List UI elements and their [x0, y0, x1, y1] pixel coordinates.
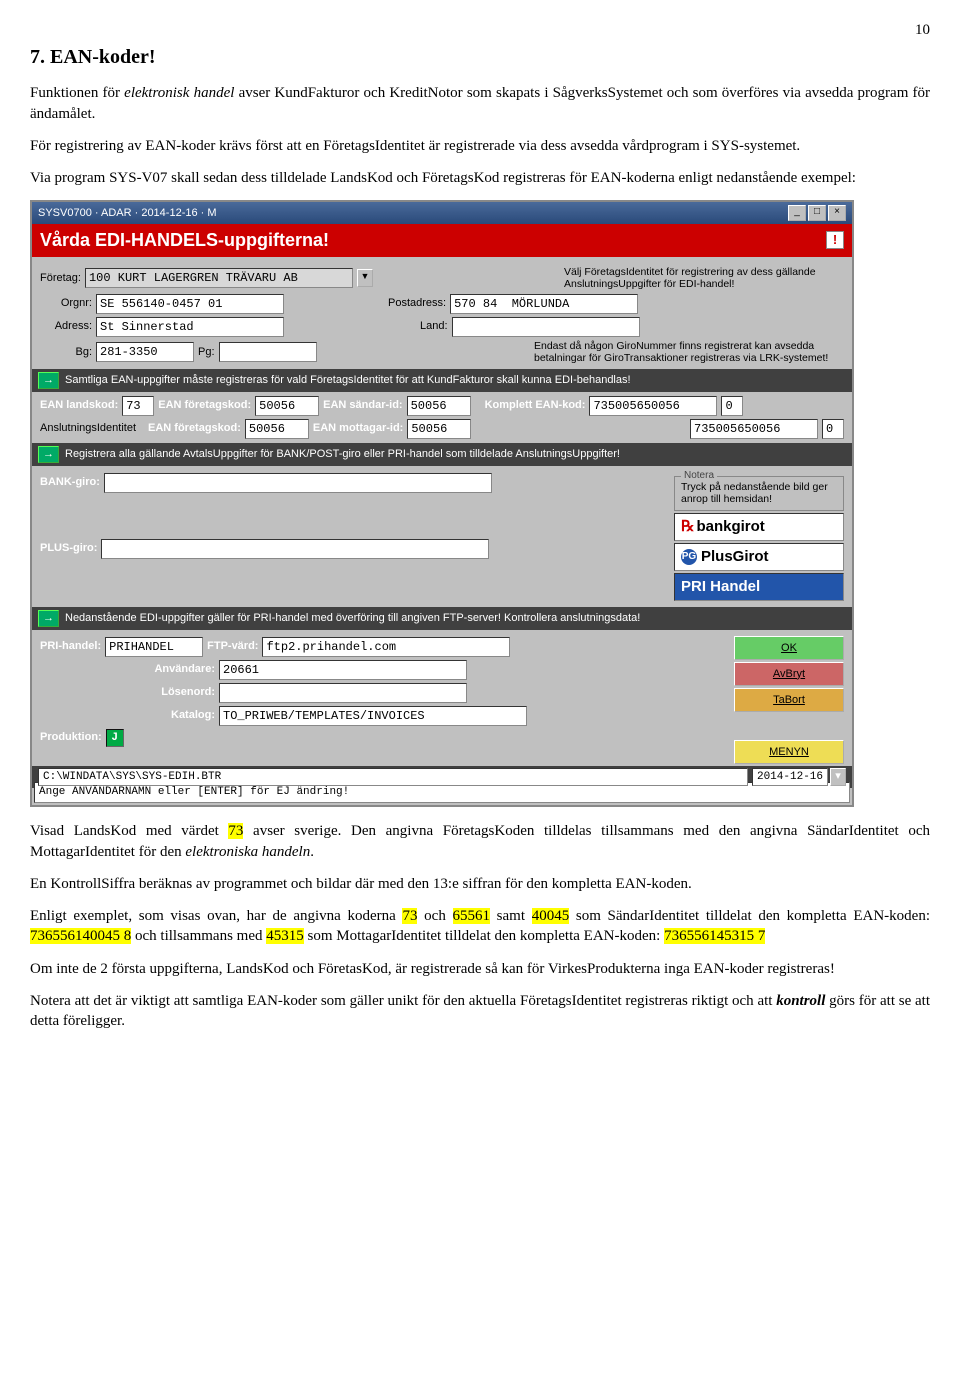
- prihandel-logo[interactable]: PRI Handel: [674, 573, 844, 601]
- orgnr-label: Orgnr:: [40, 296, 92, 311]
- note-giro: Endast då någon GiroNummer finns registr…: [534, 340, 844, 365]
- los-label: Lösenord:: [40, 685, 215, 700]
- produktion-field[interactable]: J: [106, 729, 124, 747]
- banner: Vårda EDI-HANDELS-uppgifterna!!: [32, 224, 852, 256]
- adress-label: Adress:: [40, 319, 92, 334]
- para-4: Visad LandsKod med värdet 73 avser sveri…: [30, 821, 930, 862]
- bankgiro-field[interactable]: [104, 473, 492, 493]
- land-label: Land:: [420, 319, 448, 334]
- para-8: Notera att det är viktigt att samtliga E…: [30, 991, 930, 1032]
- bg-field[interactable]: [96, 342, 194, 362]
- note-foretag: Välj FöretagsIdentitet för registrering …: [564, 266, 844, 291]
- alert-icon[interactable]: !: [826, 231, 844, 249]
- ean-mot-label: EAN mottagar-id:: [313, 421, 403, 436]
- para-7: Om inte de 2 första uppgifterna, LandsKo…: [30, 959, 930, 979]
- post-label: Postadress:: [388, 296, 446, 311]
- page-number: 10: [30, 20, 930, 40]
- ean-foretag-field[interactable]: [255, 396, 319, 416]
- tabort-button[interactable]: TaBort: [734, 688, 844, 712]
- app-window: SYSV0700 · ADAR · 2014-12-16 · M _ □ × V…: [30, 200, 854, 807]
- katalog-field[interactable]: [219, 706, 527, 726]
- ok-button[interactable]: OK: [734, 636, 844, 660]
- foretag-label: Företag:: [40, 271, 81, 286]
- pg-field[interactable]: [219, 342, 317, 362]
- minimize-icon[interactable]: _: [788, 205, 806, 221]
- bankgirot-logo[interactable]: ℞bankgirot: [674, 513, 844, 541]
- anv-label: Användare:: [40, 662, 215, 677]
- para-5: En KontrollSiffra beräknas av programmet…: [30, 874, 930, 894]
- pg-label: Pg:: [198, 345, 215, 360]
- avbryt-button[interactable]: AvBryt: [734, 662, 844, 686]
- post-field[interactable]: [450, 294, 638, 314]
- maximize-icon[interactable]: □: [808, 205, 826, 221]
- para-3: Via program SYS-V07 skall sedan dess til…: [30, 168, 930, 188]
- dropdown-icon[interactable]: ▼: [357, 269, 373, 287]
- losenord-field[interactable]: [219, 683, 467, 703]
- section-pri: → Nedanstående EDI-uppgifter gäller för …: [32, 607, 852, 630]
- land-field[interactable]: [452, 317, 640, 337]
- ean-for-label: EAN företagskod:: [158, 398, 251, 413]
- close-icon[interactable]: ×: [828, 205, 846, 221]
- ean-mottagar-field[interactable]: [407, 419, 471, 439]
- para-2: För registrering av EAN-koder krävs förs…: [30, 136, 930, 156]
- ean-foretag2-field[interactable]: [245, 419, 309, 439]
- komplett-ean-field[interactable]: [589, 396, 717, 416]
- ftp-field[interactable]: [262, 637, 510, 657]
- foretag-field[interactable]: [85, 268, 353, 288]
- anvandare-field[interactable]: [219, 660, 467, 680]
- titlebar[interactable]: SYSV0700 · ADAR · 2014-12-16 · M _ □ ×: [32, 202, 852, 224]
- prod-label: Produktion:: [40, 730, 102, 745]
- para-6: Enligt exemplet, som visas ovan, har de …: [30, 906, 930, 947]
- komplett-label: Komplett EAN-kod:: [485, 398, 586, 413]
- section-ean: → Samtliga EAN-uppgifter måste registrer…: [32, 369, 852, 392]
- plus-label: PLUS-giro:: [40, 541, 97, 556]
- status-date: 2014-12-16: [752, 768, 828, 787]
- arrow-icon: →: [38, 446, 59, 463]
- prihandel-field[interactable]: [105, 637, 203, 657]
- scroll-down-icon[interactable]: ▾: [830, 768, 846, 787]
- anslut-label: AnslutningsIdentitet: [40, 421, 144, 436]
- ean-sandar-field[interactable]: [407, 396, 471, 416]
- para-1: Funktionen för elektronisk handel avser …: [30, 83, 930, 124]
- komplett-ean2-field[interactable]: [690, 419, 818, 439]
- kat-label: Katalog:: [40, 708, 215, 723]
- page-heading: 7. EAN-koder!: [30, 44, 930, 71]
- arrow-icon: →: [38, 372, 59, 389]
- ean-sand-label: EAN sändar-id:: [323, 398, 402, 413]
- section-avtal: → Registrera alla gällande AvtalsUppgift…: [32, 443, 852, 466]
- ean-land-field[interactable]: [122, 396, 154, 416]
- ftp-label: FTP-värd:: [207, 639, 258, 654]
- bank-label: BANK-giro:: [40, 475, 100, 490]
- ean-land-label: EAN landskod:: [40, 398, 118, 413]
- plusgiro-field[interactable]: [101, 539, 489, 559]
- orgnr-field[interactable]: [96, 294, 284, 314]
- notera-box: Notera Tryck på nedanstående bild ger an…: [674, 476, 844, 511]
- pri-label: PRI-handel:: [40, 639, 101, 654]
- ean-for-label2: EAN företagskod:: [148, 421, 241, 436]
- arrow-icon: →: [38, 610, 59, 627]
- komplett-check2-field[interactable]: [822, 419, 844, 439]
- adress-field[interactable]: [96, 317, 284, 337]
- plusgirot-logo[interactable]: PGPlusGirot: [674, 543, 844, 571]
- bg-label: Bg:: [40, 345, 92, 360]
- komplett-check-field[interactable]: [721, 396, 743, 416]
- menyn-button[interactable]: MENYN: [734, 740, 844, 764]
- window-title: SYSV0700 · ADAR · 2014-12-16 · M: [38, 206, 786, 221]
- status-path: C:\WINDATA\SYS\SYS-EDIH.BTR: [38, 768, 748, 787]
